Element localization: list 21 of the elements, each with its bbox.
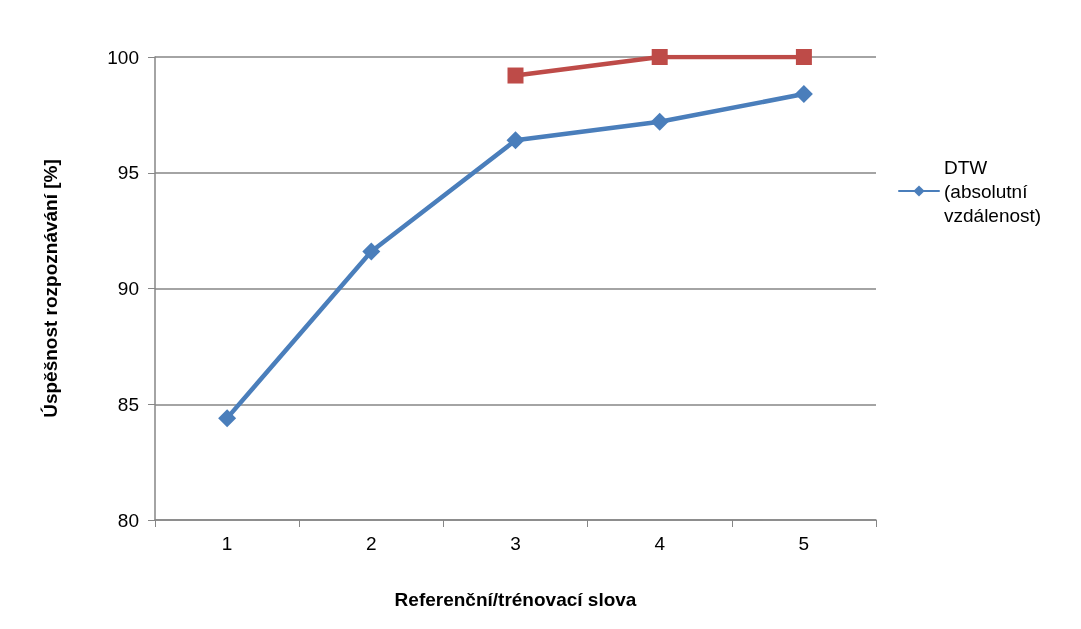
point bbox=[218, 409, 237, 428]
point bbox=[650, 112, 669, 131]
x-axis-title: Referenční/trénovací slova bbox=[394, 589, 637, 610]
point bbox=[651, 49, 668, 65]
y-axis-title: Úspěšnost rozpoznávání [%] bbox=[40, 159, 61, 418]
y-tick-label: 80 bbox=[117, 509, 139, 531]
y-tick-label: 100 bbox=[107, 46, 139, 68]
point bbox=[506, 131, 525, 150]
y-tick-label: 95 bbox=[117, 162, 139, 184]
point bbox=[794, 85, 813, 104]
point bbox=[795, 49, 812, 65]
x-tick-label: 2 bbox=[366, 533, 377, 554]
point bbox=[362, 242, 381, 261]
point bbox=[507, 67, 524, 84]
y-tick-label: 85 bbox=[117, 393, 139, 415]
y-tick-label: 90 bbox=[117, 278, 139, 299]
x-tick-label: 3 bbox=[510, 533, 521, 554]
x-tick-label: 5 bbox=[798, 533, 810, 554]
x-tick-label: 1 bbox=[221, 533, 233, 554]
legend-label: DTW (absolutní vzdálenost) bbox=[944, 156, 1042, 226]
x-tick-label: 4 bbox=[654, 533, 666, 554]
